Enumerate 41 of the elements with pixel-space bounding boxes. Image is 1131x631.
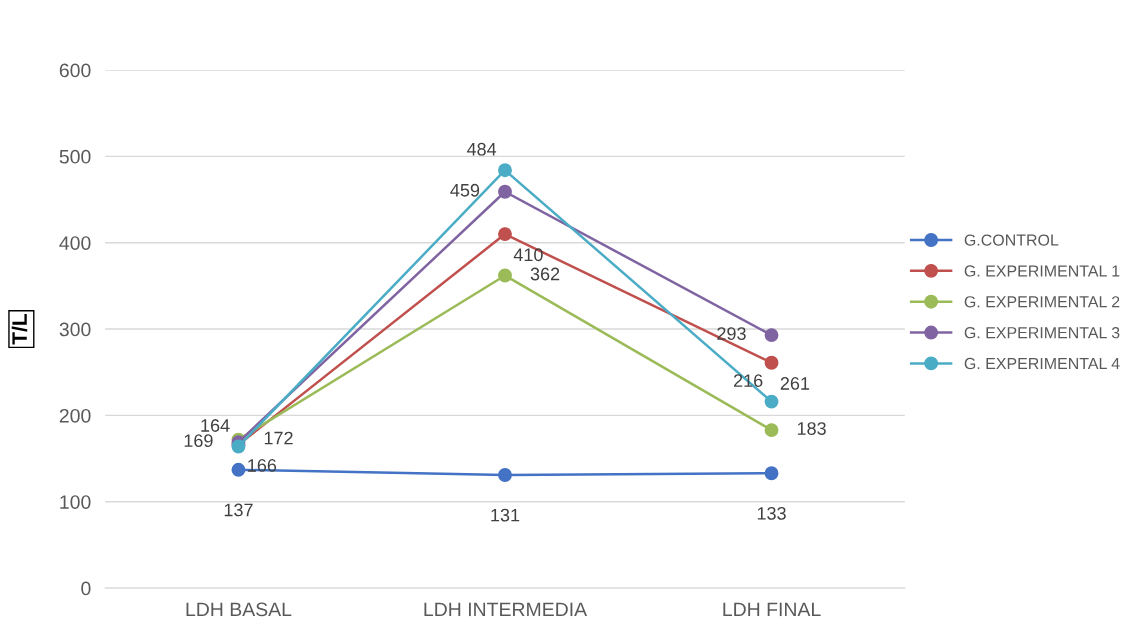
y-tick-label: 200 — [59, 408, 91, 423]
data-label: 169 — [184, 434, 213, 448]
data-label: 131 — [491, 508, 520, 522]
x-tick-label: LDH BASAL — [186, 602, 292, 617]
y-axis-title: T/L — [11, 314, 28, 345]
point — [498, 163, 512, 178]
point — [764, 394, 779, 409]
data-label: 166 — [248, 459, 277, 472]
y-tick-label: 400 — [59, 236, 91, 250]
data-label: 172 — [264, 431, 293, 445]
x-tick-label: LDH FINAL — [723, 602, 821, 617]
point — [231, 462, 246, 477]
legend-label: G. EXPERIMENTAL 2 — [964, 296, 1120, 308]
y-tick-label: 300 — [59, 322, 91, 337]
legend-label: G. EXPERIMENTAL 1 — [964, 265, 1120, 277]
data-label: 484 — [466, 142, 497, 156]
legend-label: G. EXPERIMENTAL 3 — [964, 327, 1120, 339]
data-label: 164 — [201, 419, 230, 432]
point — [498, 268, 512, 283]
point — [498, 468, 512, 482]
data-label: 362 — [530, 267, 560, 281]
data-label: 261 — [780, 377, 810, 390]
data-label: 133 — [757, 506, 786, 520]
data-label: 293 — [717, 327, 746, 340]
point — [498, 227, 512, 242]
y-tick-label: 0 — [81, 581, 91, 596]
legend-label: G.CONTROL — [964, 234, 1059, 246]
y-tick-label: 100 — [60, 495, 91, 509]
point — [498, 184, 512, 199]
y-tick-label: 500 — [59, 149, 91, 164]
data-label: 137 — [224, 503, 253, 517]
legend-label: G. EXPERIMENTAL 4 — [964, 357, 1120, 370]
data-label: 459 — [450, 183, 480, 197]
y-tick-label: 600 — [59, 63, 91, 78]
point — [764, 423, 779, 438]
point — [764, 466, 779, 481]
point — [764, 328, 779, 343]
data-label: 410 — [513, 248, 543, 262]
point — [764, 355, 779, 370]
data-label: 183 — [797, 422, 826, 435]
x-tick-label: LDH INTERMEDIA — [424, 602, 588, 617]
